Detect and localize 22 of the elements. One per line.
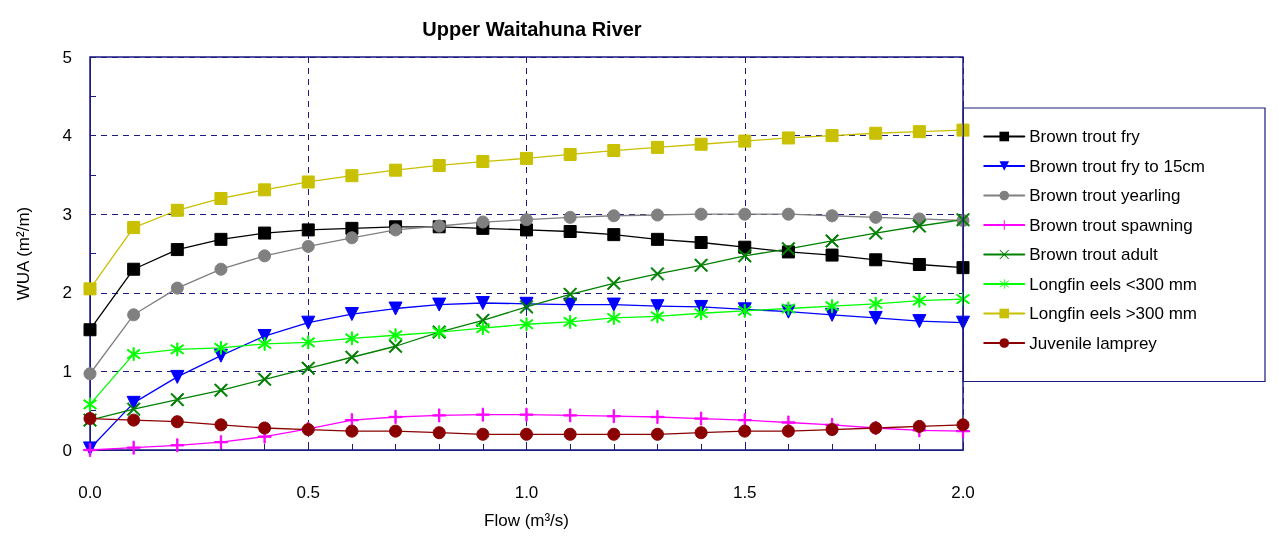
y-tick-label: 2 xyxy=(62,283,72,303)
legend-label: Juvenile lamprey xyxy=(1029,333,1158,353)
legend-label: Brown trout yearling xyxy=(1029,186,1181,205)
x-axis-title: Flow (m³/s) xyxy=(484,511,569,530)
y-tick-label: 1 xyxy=(62,361,72,381)
x-tick-label: 2.0 xyxy=(951,483,975,502)
legend-label: Brown trout adult xyxy=(1029,245,1159,264)
y-axis-title: WUA (m²/m) xyxy=(14,206,33,301)
legend-label: Longfin eels >300 mm xyxy=(1029,304,1198,323)
y-tick-label: 5 xyxy=(62,47,72,67)
chart-title: Upper Waitahuna River xyxy=(422,18,642,40)
y-tick-label: 0 xyxy=(62,440,72,460)
y-tick-label: 4 xyxy=(62,126,72,146)
legend-label: Brown trout fry to 15cm xyxy=(1029,156,1206,176)
x-tick-label: 0.5 xyxy=(296,483,321,502)
legend-label: Brown trout spawning xyxy=(1029,215,1193,235)
x-tick-label: 1.0 xyxy=(514,483,539,502)
legend-label: Brown trout fry xyxy=(1029,127,1141,146)
x-tick-label: 1.5 xyxy=(732,483,757,502)
legend-label: Longfin eels <300 mm xyxy=(1029,274,1198,294)
y-tick-label: 3 xyxy=(62,204,72,224)
x-tick-label: 0.0 xyxy=(78,483,102,502)
